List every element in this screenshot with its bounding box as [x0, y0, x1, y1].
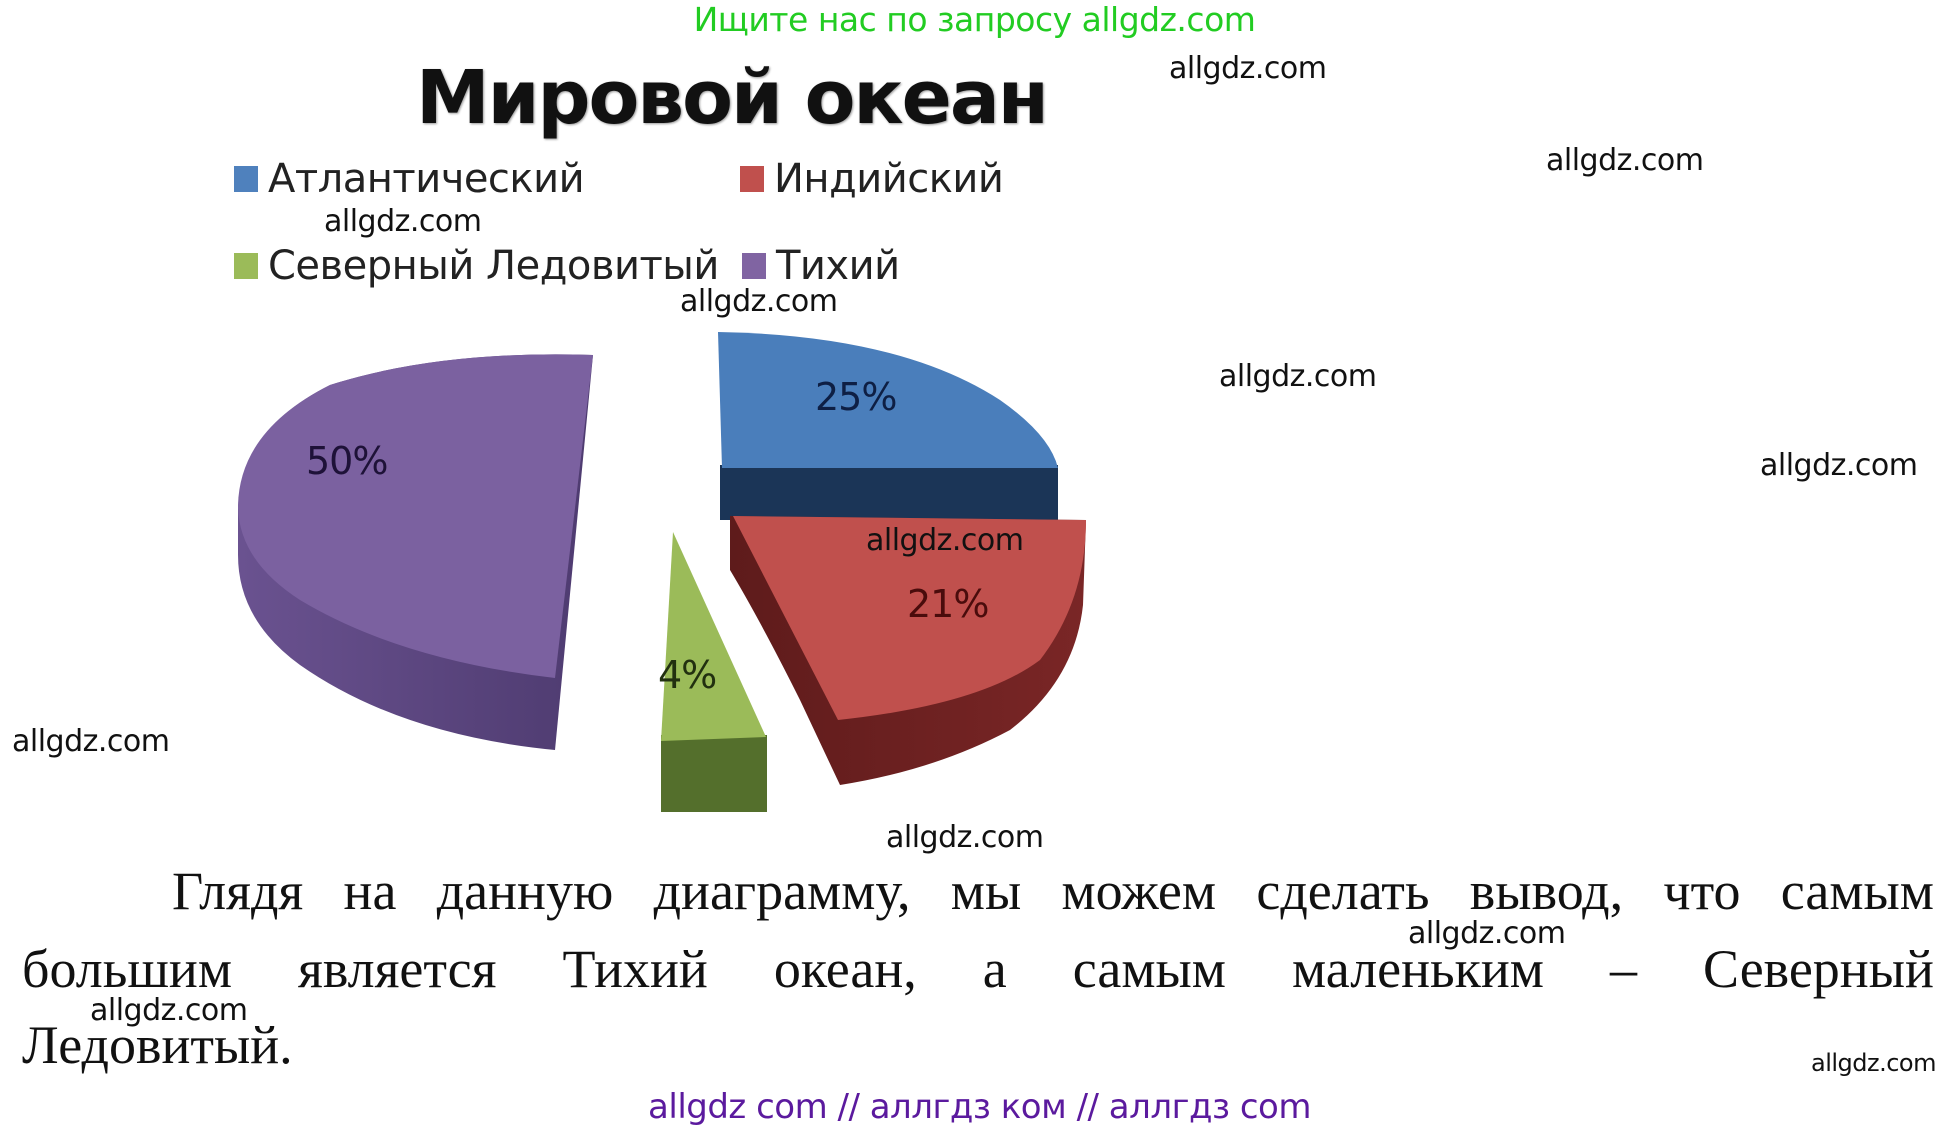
legend-label: Тихий — [776, 243, 900, 289]
word: вывод, — [1469, 861, 1624, 921]
slice-pacific — [238, 354, 593, 750]
word: является — [298, 939, 497, 999]
word: Тихий — [562, 939, 708, 999]
watermark: allgdz.com — [886, 820, 1044, 855]
paragraph-line-2: большим является Тихий океан, а самым ма… — [22, 942, 1934, 996]
word: Глядя — [172, 861, 304, 921]
word: что — [1663, 861, 1741, 921]
label-indian: 21% — [907, 582, 988, 626]
slice-arctic — [661, 532, 767, 812]
paragraph-line-1: Глядя на данную диаграмму, мы можем сдел… — [22, 864, 1934, 918]
word: сделать — [1256, 861, 1430, 921]
word: диаграмму, — [653, 861, 911, 921]
legend-swatch-green-icon — [234, 253, 258, 279]
word: океан, — [773, 939, 917, 999]
slice-atlantic — [718, 332, 1058, 520]
watermark: allgdz.com — [1546, 143, 1704, 178]
chart-title: Мировой океан — [416, 55, 1049, 141]
legend-item-atlantic: Атлантический — [234, 155, 585, 203]
legend-swatch-blue-icon — [234, 166, 258, 192]
watermark: allgdz.com — [1408, 916, 1566, 951]
word: мы — [950, 861, 1022, 921]
legend-label: Атлантический — [268, 156, 585, 202]
legend-swatch-purple-icon — [742, 253, 766, 279]
legend-swatch-red-icon — [740, 166, 764, 192]
watermark: allgdz.com — [324, 204, 482, 239]
paragraph-line-3: Ледовитый. — [22, 1015, 293, 1075]
watermark: allgdz.com — [90, 993, 248, 1028]
label-pacific: 50% — [306, 439, 387, 483]
word: данную — [436, 861, 614, 921]
word: Северный — [1703, 939, 1934, 999]
watermark: allgdz.com — [12, 724, 170, 759]
watermark: allgdz.com — [866, 523, 1024, 558]
search-banner: Ищите нас по запросу allgdz.com — [693, 0, 1256, 39]
legend-item-pacific: Тихий — [742, 242, 900, 290]
watermark: allgdz.com — [1169, 51, 1327, 86]
watermark: allgdz.com — [1811, 1049, 1935, 1077]
legend-label: Индийский — [774, 156, 1004, 202]
watermark: allgdz.com — [680, 284, 838, 319]
legend-item-indian: Индийский — [740, 155, 1004, 203]
footer-links: allgdz com // аллгдз ком // аллгдз com — [648, 1087, 1311, 1127]
word: – — [1610, 939, 1637, 999]
slice-indian — [730, 516, 1086, 785]
word: маленьким — [1291, 939, 1544, 999]
word: большим — [22, 939, 232, 999]
legend-item-arctic: Северный Ледовитый — [234, 242, 719, 290]
watermark: allgdz.com — [1219, 359, 1377, 394]
conclusion-paragraph: Глядя на данную диаграмму, мы можем сдел… — [22, 864, 1934, 1072]
word: на — [343, 861, 397, 921]
label-arctic: 4% — [658, 653, 716, 697]
watermark: allgdz.com — [1760, 448, 1918, 483]
label-atlantic: 25% — [815, 375, 896, 419]
word: самым — [1072, 939, 1226, 999]
word: самым — [1780, 861, 1934, 921]
legend-label: Северный Ледовитый — [268, 243, 719, 289]
word: можем — [1061, 861, 1217, 921]
word: а — [982, 939, 1007, 999]
